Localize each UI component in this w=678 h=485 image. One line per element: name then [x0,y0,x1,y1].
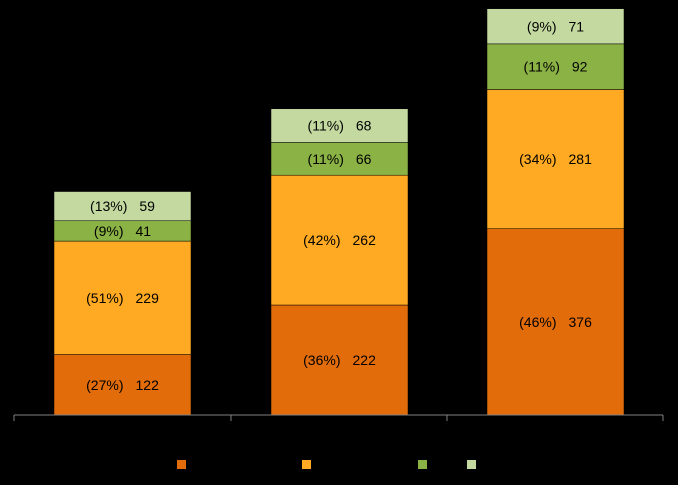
data-label: (9%) 41 [94,223,151,239]
data-label: (51%) 229 [86,290,159,306]
data-label: (34%) 281 [519,151,592,167]
bar-segment [53,240,192,355]
bar-segment [486,8,625,45]
legend-swatch [418,460,427,469]
data-label-percent: (46%) [519,314,556,330]
legend-swatch [467,460,476,469]
bars-group: (27%) 122 (51%) 229 (9%) 41 (13%) 59 (36%) 222 (42… [53,8,625,416]
data-label: (11%) 66 [308,151,372,167]
data-label-percent: (9%) [94,223,124,239]
data-label: (11%) 68 [308,118,372,134]
legend-swatch [302,460,311,469]
data-label-value: 122 [136,377,160,393]
data-label-percent: (13%) [90,198,127,214]
data-label-value: 66 [356,151,372,167]
data-label-percent: (42%) [303,232,340,248]
bar-segment [53,354,192,416]
data-label-value: 59 [139,198,155,214]
data-label-value: 229 [136,290,160,306]
data-label-value: 92 [572,59,588,75]
legend-swatch [177,460,186,469]
data-label-value: 262 [353,232,377,248]
data-label: (9%) 71 [527,18,584,34]
data-label: (27%) 122 [86,377,159,393]
bar-segment [486,43,625,90]
data-label: (42%) 262 [303,232,376,248]
bar-segment [53,191,192,222]
bar-segment [270,142,409,176]
data-label-percent: (36%) [303,352,340,368]
data-label: (11%) 92 [524,59,588,75]
data-label-value: 222 [353,352,377,368]
data-label-percent: (27%) [86,377,123,393]
data-label-value: 376 [569,314,593,330]
data-label: (36%) 222 [303,352,376,368]
bar-segment [270,174,409,306]
data-label-percent: (51%) [86,290,123,306]
bar-segment [270,108,409,143]
bar-segment [270,304,409,416]
data-label-percent: (9%) [527,18,557,34]
data-label-percent: (11%) [524,59,560,75]
legend [177,460,476,469]
data-label: (46%) 376 [519,314,592,330]
bar-segment [486,228,625,416]
data-label-value: 68 [356,118,372,134]
data-label-value: 71 [568,18,584,34]
data-label-percent: (11%) [308,118,344,134]
data-label-percent: (11%) [308,151,344,167]
data-label-percent: (34%) [519,151,556,167]
data-label: (13%) 59 [90,198,155,214]
data-label-value: 281 [569,151,593,167]
x-axis [13,414,664,421]
data-label-value: 41 [135,223,151,239]
